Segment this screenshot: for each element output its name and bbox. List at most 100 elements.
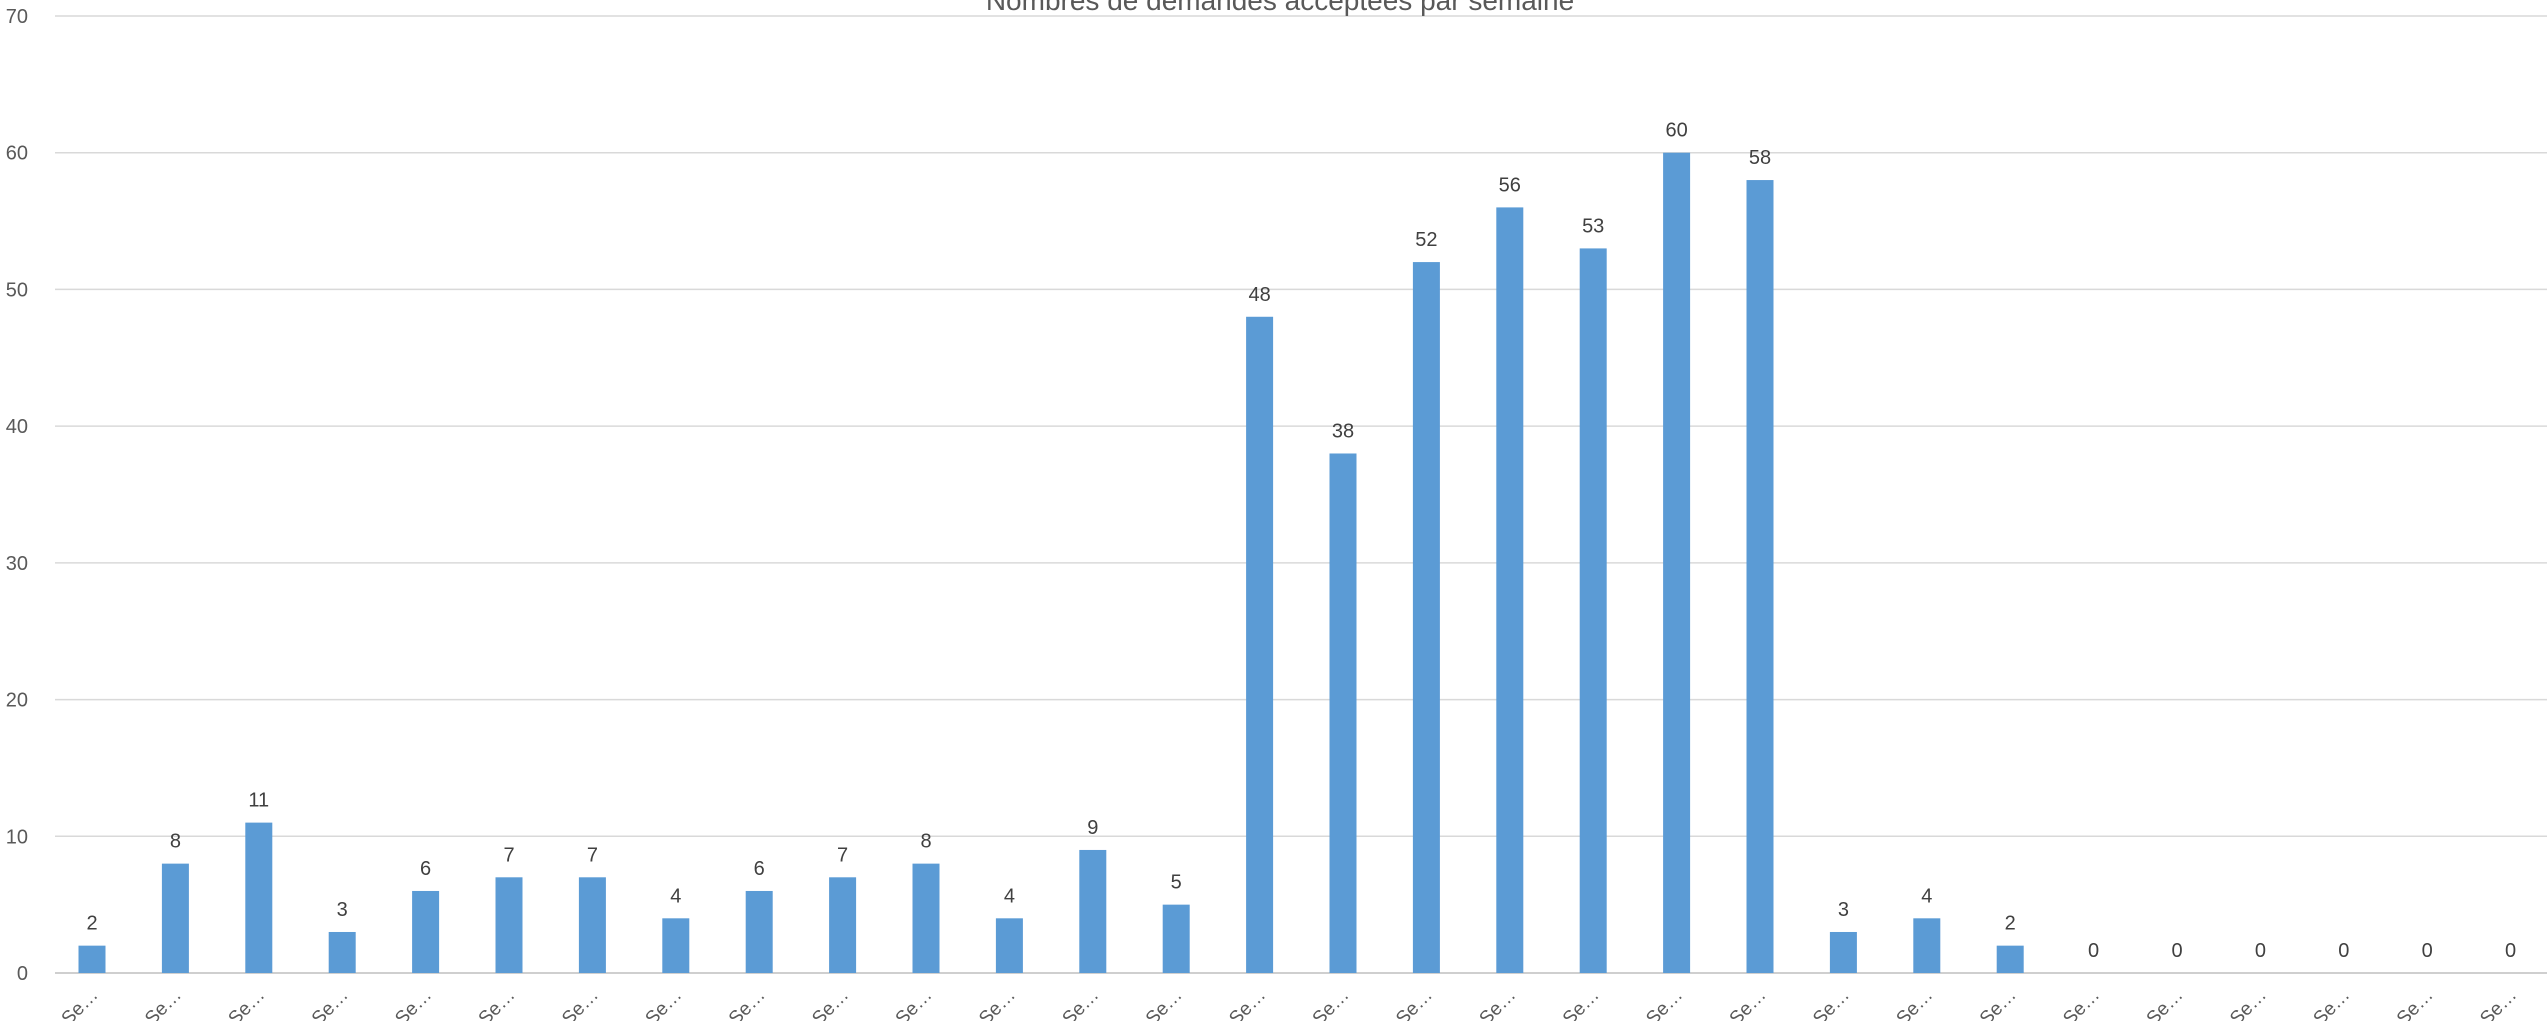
bar xyxy=(1663,152,1691,973)
bar xyxy=(1246,316,1274,973)
x-tick-label: Se… xyxy=(1559,985,1604,1021)
gridlines xyxy=(55,15,2547,974)
y-tick-label: 70 xyxy=(6,6,28,28)
bar xyxy=(495,877,523,973)
x-tick-label: Se… xyxy=(2310,985,2355,1021)
data-label: 0 xyxy=(2255,940,2266,962)
bar xyxy=(1162,904,1190,973)
data-label: 0 xyxy=(2505,940,2516,962)
data-label: 7 xyxy=(503,844,514,866)
bar xyxy=(245,822,273,973)
x-tick-label: Se… xyxy=(1893,985,1938,1021)
x-tick-label: Se… xyxy=(1726,985,1771,1021)
data-label: 7 xyxy=(837,844,848,866)
data-label: 8 xyxy=(920,831,931,853)
x-tick-label: Se… xyxy=(1976,985,2021,1021)
y-tick-label: 60 xyxy=(6,143,28,165)
x-tick-label: Se… xyxy=(1142,985,1187,1021)
y-axis-ticks: 0 10 20 30 40 50 60 70 xyxy=(6,6,28,985)
data-label: 9 xyxy=(1087,817,1098,839)
bar xyxy=(1496,207,1524,973)
data-label: 52 xyxy=(1415,229,1437,251)
bars xyxy=(78,152,2024,974)
y-tick-label: 50 xyxy=(6,279,28,301)
x-tick-label: Se… xyxy=(1309,985,1354,1021)
chart-title: Nombres de demandes acceptées par semain… xyxy=(986,0,1574,16)
x-tick-label: Se… xyxy=(725,985,770,1021)
data-label: 7 xyxy=(587,844,598,866)
x-tick-label: Se… xyxy=(141,985,186,1021)
x-tick-label: Se… xyxy=(225,985,270,1021)
bar xyxy=(1329,453,1357,973)
data-label: 11 xyxy=(248,790,269,812)
x-tick-label: Se… xyxy=(1225,985,1270,1021)
bar xyxy=(829,877,857,973)
x-tick-label: Se… xyxy=(892,985,937,1021)
data-label: 6 xyxy=(754,858,765,880)
x-tick-label: Se… xyxy=(558,985,603,1021)
x-tick-label: Se… xyxy=(1392,985,1437,1021)
bar xyxy=(662,918,690,973)
bar xyxy=(412,890,440,973)
bar xyxy=(161,863,189,973)
data-labels: 281136774678495483852565360583420000000 xyxy=(86,120,2516,962)
data-label: 5 xyxy=(1171,872,1182,894)
bar xyxy=(1412,262,1440,974)
data-label: 48 xyxy=(1248,284,1270,306)
data-label: 4 xyxy=(1921,885,1932,907)
data-label: 53 xyxy=(1582,215,1604,237)
x-tick-label: Se… xyxy=(2059,985,2104,1021)
y-tick-label: 10 xyxy=(6,826,28,848)
bar xyxy=(328,931,356,973)
data-label: 60 xyxy=(1665,120,1687,142)
data-label: 0 xyxy=(2088,940,2099,962)
y-tick-label: 0 xyxy=(17,963,28,985)
bar xyxy=(1079,849,1107,973)
x-tick-label: Se… xyxy=(1809,985,1854,1021)
x-tick-label: Se… xyxy=(808,985,853,1021)
x-tick-label: Se… xyxy=(475,985,520,1021)
x-tick-label: Se… xyxy=(308,985,353,1021)
x-tick-label: Se… xyxy=(2393,985,2438,1021)
bar xyxy=(1746,180,1774,974)
data-label: 0 xyxy=(2171,940,2182,962)
x-tick-label: Se… xyxy=(58,985,103,1021)
data-label: 3 xyxy=(337,899,348,921)
data-label: 0 xyxy=(2338,940,2349,962)
bar xyxy=(1913,918,1941,973)
data-label: 58 xyxy=(1749,147,1771,169)
data-label: 8 xyxy=(170,831,181,853)
bar xyxy=(1996,945,2024,973)
data-label: 2 xyxy=(86,913,97,935)
x-tick-label: Se… xyxy=(2226,985,2271,1021)
data-label: 6 xyxy=(420,858,431,880)
x-tick-label: Se… xyxy=(642,985,687,1021)
x-tick-label: Se… xyxy=(1059,985,1104,1021)
x-tick-label: Se… xyxy=(2476,985,2521,1021)
x-axis-ticks: Se… Se… Se… Se… Se… Se… Se… Se… Se… Se… Se… Se… Se… S… xyxy=(58,985,2521,1021)
data-label: 4 xyxy=(670,885,681,907)
bar xyxy=(745,890,773,973)
bar xyxy=(912,863,940,973)
data-label: 56 xyxy=(1499,174,1521,196)
data-label: 2 xyxy=(2005,913,2016,935)
data-label: 4 xyxy=(1004,885,1015,907)
data-label: 0 xyxy=(2422,940,2433,962)
data-label: 38 xyxy=(1332,420,1354,442)
x-tick-label: Se… xyxy=(975,985,1020,1021)
bar xyxy=(1579,248,1607,973)
y-tick-label: 30 xyxy=(6,553,28,575)
y-tick-label: 40 xyxy=(6,416,28,438)
x-tick-label: Se… xyxy=(2143,985,2188,1021)
bar xyxy=(995,918,1023,973)
bar xyxy=(578,877,606,973)
data-label: 3 xyxy=(1838,899,1849,921)
bar xyxy=(78,945,106,973)
bar xyxy=(1829,931,1857,973)
y-tick-label: 20 xyxy=(6,690,28,712)
x-tick-label: Se… xyxy=(1476,985,1521,1021)
x-tick-label: Se… xyxy=(1642,985,1687,1021)
x-tick-label: Se… xyxy=(391,985,436,1021)
